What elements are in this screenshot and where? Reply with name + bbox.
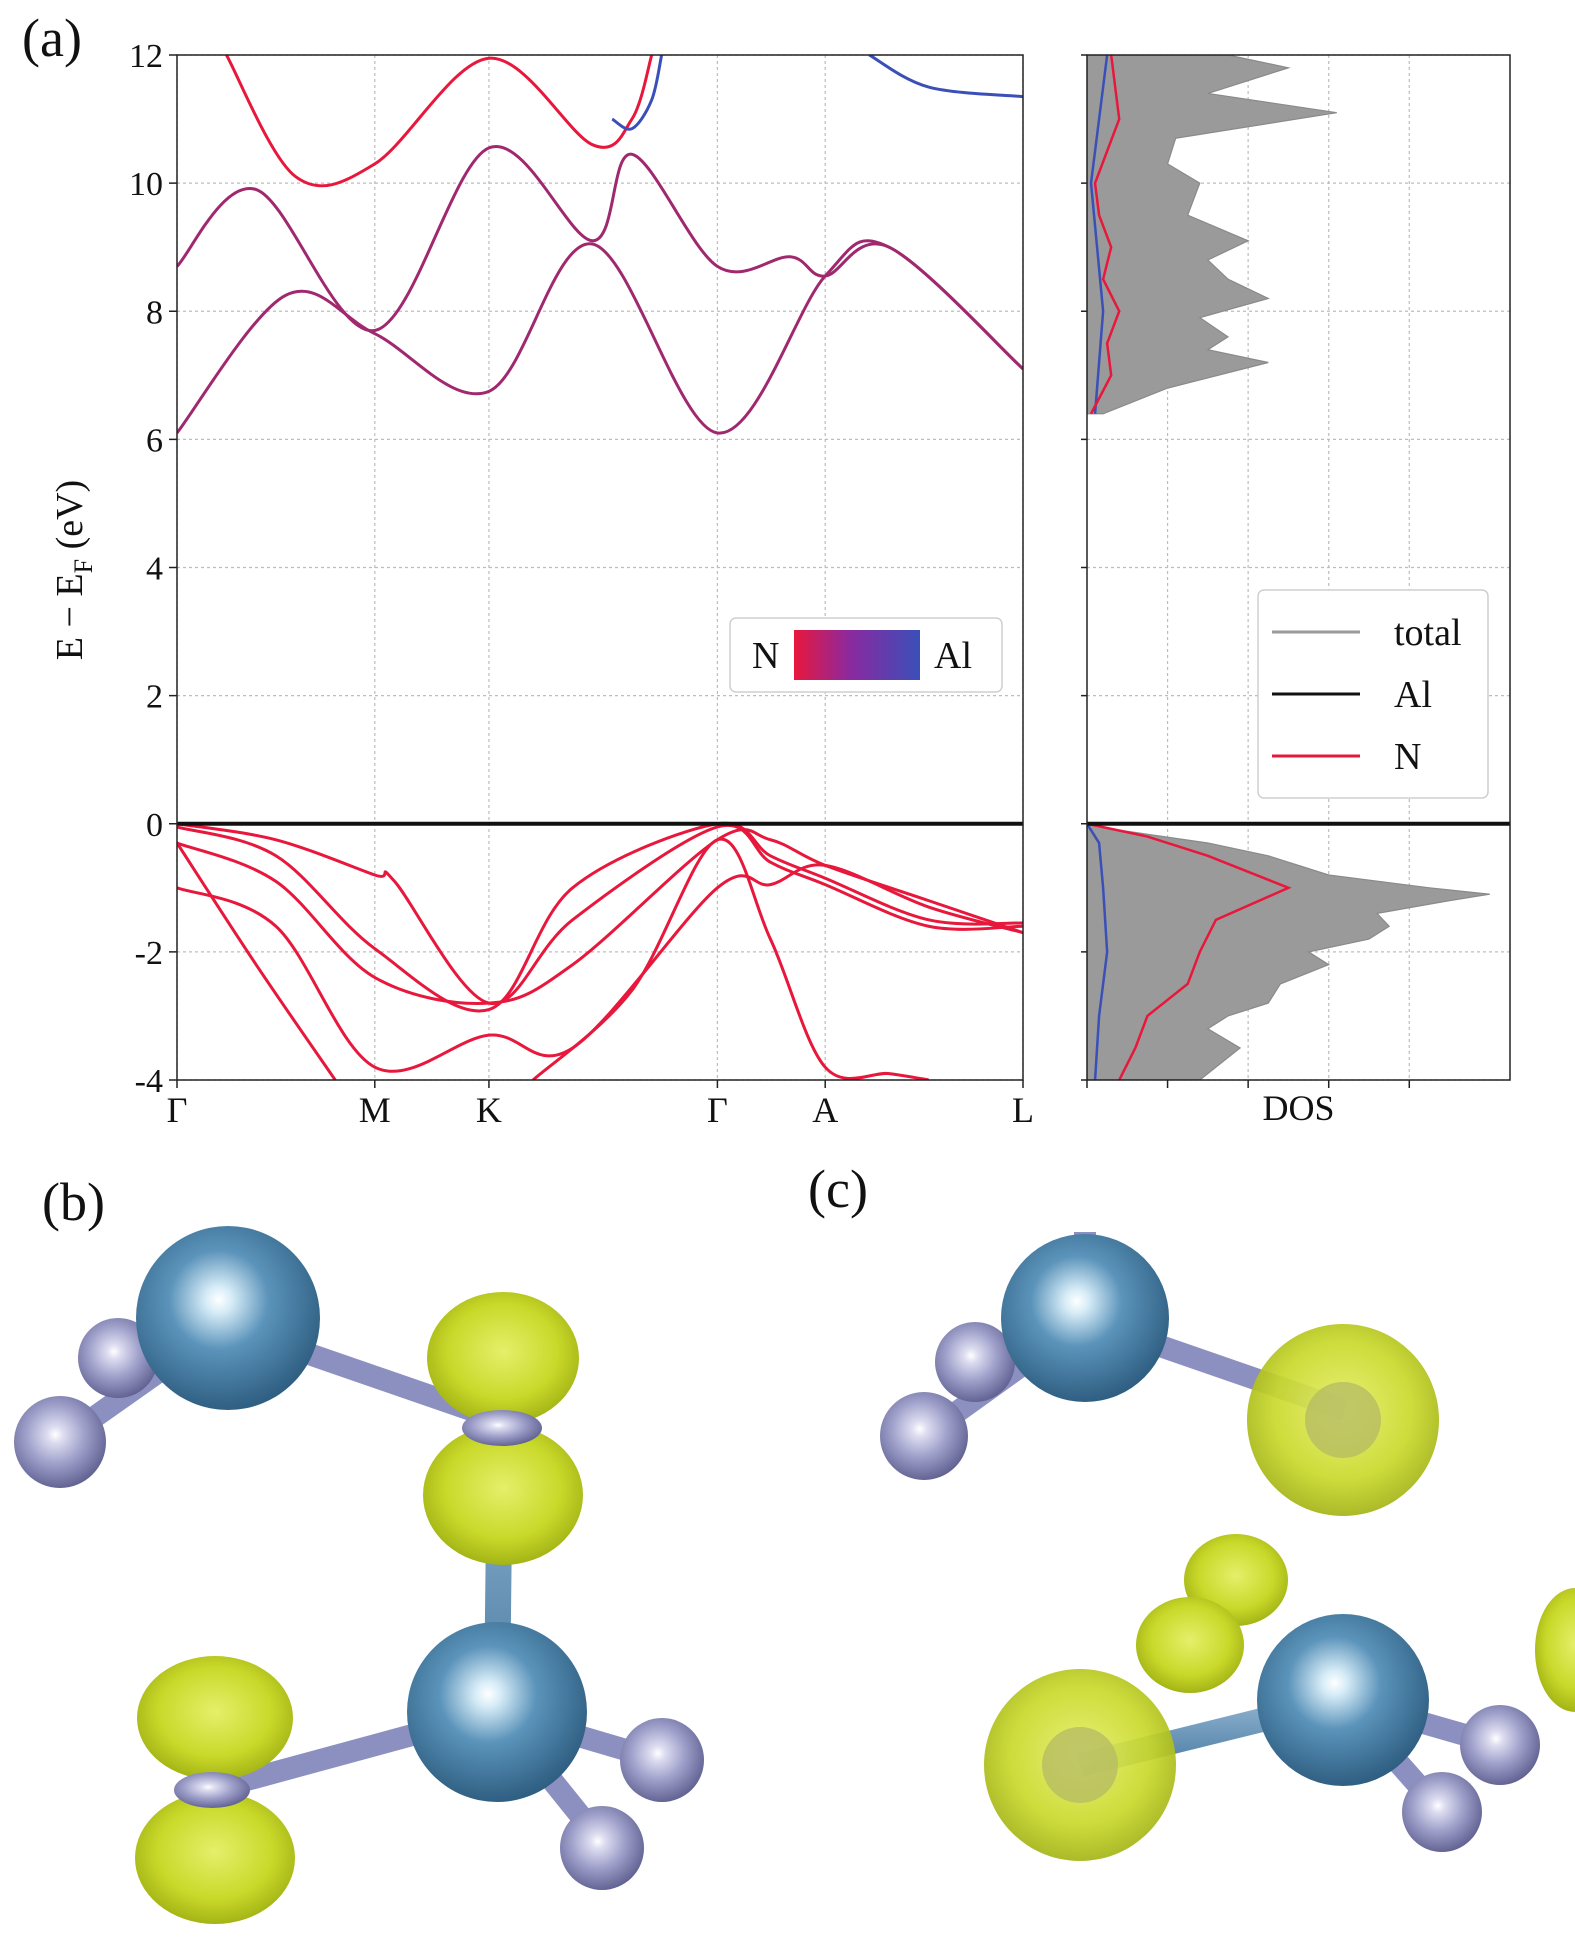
dos-xlabel: DOS <box>1262 1088 1334 1128</box>
ytick-label: 6 <box>146 422 163 459</box>
ytick-label: 0 <box>146 807 163 844</box>
band-ylabel: E − EF (eV) <box>49 480 98 660</box>
dos-curves <box>1087 55 1490 1080</box>
isosurface-lobe <box>135 1792 295 1924</box>
n-atom <box>1305 1382 1381 1458</box>
isosurface-lobe <box>1136 1597 1244 1693</box>
dos-plot: DOS total Al N <box>1081 54 1511 1128</box>
n-atom <box>880 1392 968 1480</box>
panel-label-b: (b) <box>42 1172 105 1232</box>
al-atom <box>1001 1234 1169 1402</box>
dos-al-curve <box>1087 823 1109 1080</box>
legend-label: total <box>1394 612 1462 654</box>
ytick-label: -4 <box>135 1063 163 1100</box>
structure-b <box>14 1226 704 1924</box>
band-line <box>177 239 1023 435</box>
kpoint-label: L <box>1012 1090 1034 1130</box>
ytick-label: 8 <box>146 294 163 331</box>
band-line <box>177 144 1023 371</box>
structure-c <box>880 1232 1575 1861</box>
isosurface-lobe <box>137 1656 293 1780</box>
n-atom <box>14 1396 106 1488</box>
band-line <box>177 842 337 1080</box>
colorbar-gradient <box>794 630 920 680</box>
n-atom <box>620 1718 704 1802</box>
n-atom <box>78 1318 158 1398</box>
al-atom <box>136 1226 320 1410</box>
panel-label-c: (c) <box>808 1159 868 1219</box>
legend-label: Al <box>1394 674 1432 716</box>
n-atom <box>1460 1705 1540 1785</box>
band-line <box>868 55 1023 99</box>
dos-n-curve <box>1089 55 1121 415</box>
band-line <box>177 863 1023 1073</box>
kpoint-label: M <box>359 1090 391 1130</box>
legend-label: N <box>1394 736 1421 778</box>
dos-total-conduction <box>1087 55 1337 415</box>
dos-al-curve <box>1089 55 1109 414</box>
n-atom <box>462 1410 542 1446</box>
dos-legend: total Al N <box>1257 589 1489 799</box>
band-line <box>177 822 1023 1005</box>
n-atom <box>1042 1727 1118 1803</box>
ytick-label: 10 <box>129 166 163 203</box>
dos-frame <box>1086 54 1511 1081</box>
isosurface-lobe <box>423 1425 583 1565</box>
ytick-label: -2 <box>135 935 163 972</box>
colorbar-left-label: N <box>752 635 779 677</box>
n-atom <box>174 1772 250 1808</box>
band-lines <box>177 55 1023 1080</box>
kpoint-label: K <box>476 1090 502 1130</box>
band-line <box>225 55 654 188</box>
ytick-label: 4 <box>146 551 163 588</box>
n-atom <box>1402 1772 1482 1852</box>
band-line <box>177 821 1023 1013</box>
n-atom <box>935 1322 1015 1402</box>
ytick-label: 12 <box>129 38 163 75</box>
band-line <box>532 837 929 1080</box>
ytick-label: 2 <box>146 679 163 716</box>
colorbar-right-label: Al <box>934 635 972 677</box>
band-line <box>611 55 664 131</box>
character-colorbar-legend: N Al <box>729 617 1003 693</box>
kpoint-label: Γ <box>167 1090 188 1130</box>
panel-label-a: (a) <box>22 8 82 68</box>
kpoint-label: Γ <box>707 1090 728 1130</box>
band-structure-plot: 12 10 8 6 4 2 0 -2 -4 Γ M K Γ A L E − EF (eV) N Al <box>49 38 1034 1130</box>
band-grid <box>176 54 1024 1081</box>
band-yticks: 12 10 8 6 4 2 0 -2 -4 <box>129 38 177 1100</box>
isosurface-lobe <box>1535 1588 1575 1712</box>
dos-total-valence <box>1087 823 1490 1080</box>
n-atom <box>560 1806 644 1890</box>
al-atom <box>407 1622 587 1802</box>
kpoint-label: A <box>812 1090 838 1130</box>
dos-n-curve <box>1087 822 1292 1080</box>
isosurface-lobe <box>427 1292 579 1424</box>
al-atom <box>1257 1614 1429 1786</box>
